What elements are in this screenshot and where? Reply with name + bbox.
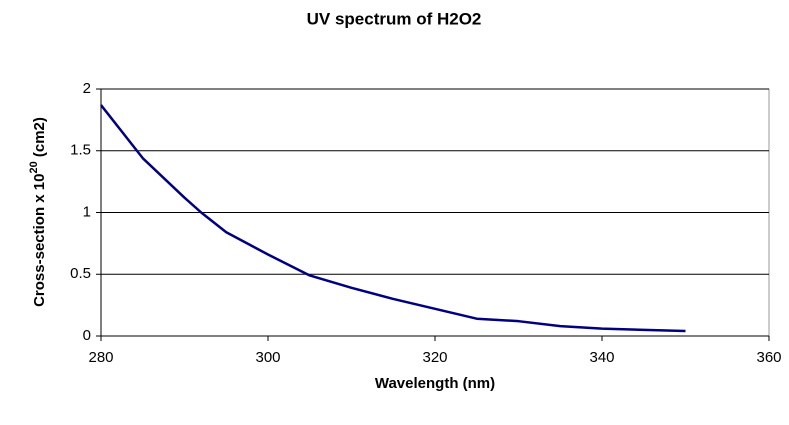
chart-title: UV spectrum of H2O2: [307, 9, 482, 28]
data-line: [100, 104, 686, 333]
y-tick-label: 2: [83, 80, 91, 97]
y-tick-label: 0.5: [70, 265, 91, 282]
y-axis-label-unit: (cm2): [31, 117, 48, 161]
y-axis-label-exponent: 20: [28, 161, 40, 173]
x-axis-label: Wavelength (nm): [375, 375, 495, 392]
x-tick-label: 300: [255, 349, 280, 366]
x-tick-label: 320: [422, 349, 447, 366]
x-tick-label: 280: [88, 349, 113, 366]
y-tick-label: 1.5: [70, 142, 91, 159]
y-axis-label-text: Cross-section x 10: [31, 174, 48, 307]
y-axis-label: Cross-section x 1020 (cm2): [28, 117, 48, 307]
x-tick-label: 360: [756, 349, 781, 366]
y-tick-label: 1: [83, 203, 91, 220]
y-tick-label: 0: [83, 327, 91, 344]
x-tick-label: 340: [589, 349, 614, 366]
